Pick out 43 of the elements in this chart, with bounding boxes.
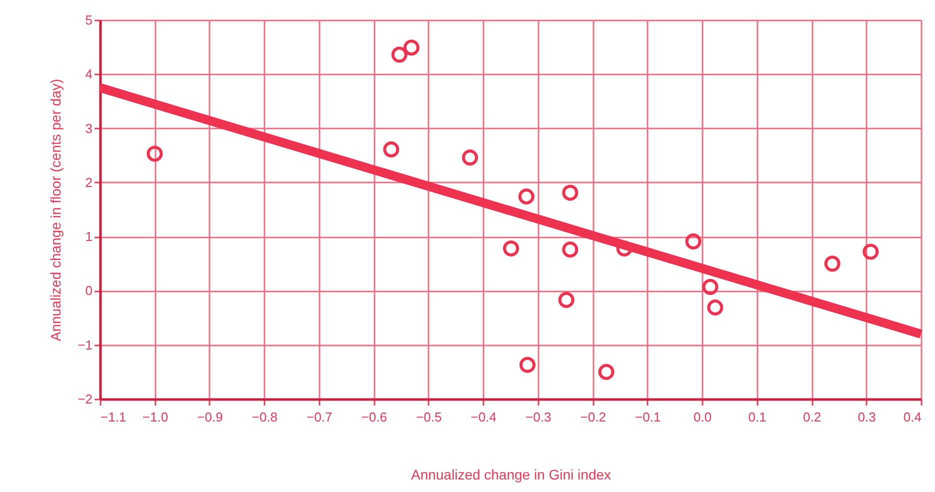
x-tick-label: −0.1 [634, 410, 661, 424]
point [862, 244, 879, 260]
x-tick-label: 0.0 [694, 410, 712, 424]
point [598, 364, 614, 380]
point [503, 240, 520, 256]
x-tick-label: −0.9 [197, 410, 223, 424]
x-tick-label: −0.8 [252, 410, 278, 424]
x-tick-label: 0.2 [802, 410, 822, 424]
x-tick-label: −1.1 [100, 410, 126, 424]
x-tick-label: −0.4 [470, 410, 496, 424]
x-tick-label: −0.3 [526, 410, 552, 424]
y-tick-label: 2 [85, 174, 92, 190]
x-axis-title: Annualized change in Gini index [410, 466, 612, 482]
y-tick-label: −1 [78, 337, 92, 352]
y-tick-label: 5 [85, 12, 92, 28]
point [685, 233, 702, 250]
x-tick-label: −0.6 [361, 410, 388, 424]
x-tick-label: 0.4 [903, 410, 922, 424]
x-tick-label: −1.0 [142, 410, 168, 424]
y-axis-title: Annualized change in floor (cents per day) [48, 78, 64, 342]
y-tick-label: −2 [78, 392, 92, 406]
point [518, 188, 534, 205]
y-tick-label: 0 [85, 283, 92, 298]
point [707, 299, 724, 316]
point [562, 242, 578, 258]
point [383, 141, 400, 158]
point [403, 40, 420, 56]
point [824, 256, 840, 272]
x-tick-label: 0.3 [858, 410, 876, 424]
point [702, 278, 718, 295]
point [462, 150, 478, 166]
x-tick-label: −0.7 [306, 410, 332, 424]
point [558, 292, 574, 308]
x-tick-label: 0.1 [748, 410, 766, 424]
point [519, 356, 536, 373]
x-tick-label: −0.2 [580, 410, 606, 424]
point [391, 46, 408, 63]
point [562, 184, 578, 201]
y-tick-label: 3 [85, 120, 92, 136]
y-tick-label: 4 [85, 66, 92, 82]
x-tick-label: −0.5 [416, 410, 442, 424]
y-tick-label: 1 [85, 229, 92, 244]
point [146, 146, 163, 162]
